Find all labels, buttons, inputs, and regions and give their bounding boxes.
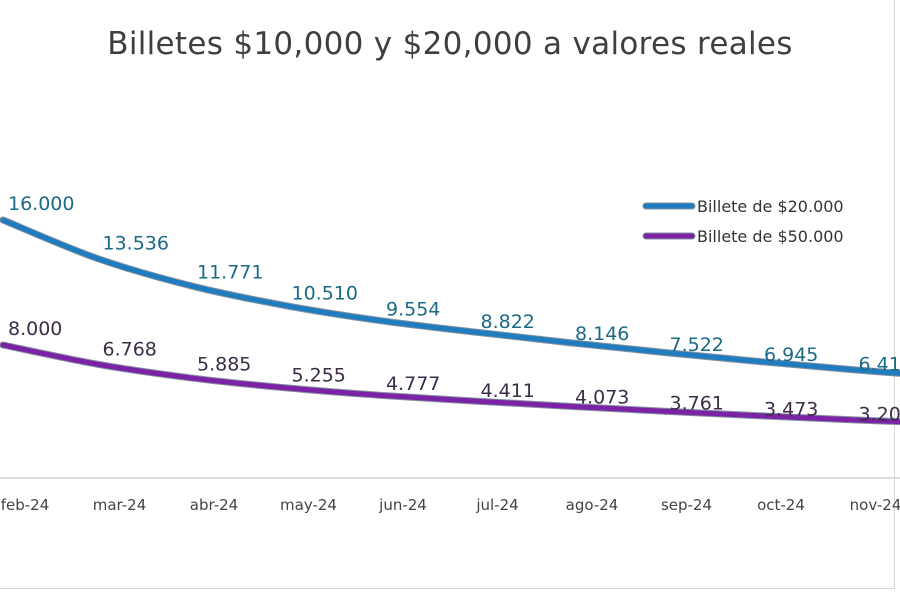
data-label: 3.473 [764, 398, 818, 420]
x-tick-label: may-24 [280, 496, 337, 514]
x-tick-label: ago-24 [566, 496, 619, 514]
x-tick-label: nov-24 [850, 496, 900, 514]
data-label: 5.255 [292, 364, 346, 386]
legend-label: Billete de $20.000 [697, 197, 844, 216]
data-label: 6.768 [103, 338, 157, 360]
data-label: 8.000 [8, 318, 62, 340]
data-label: 5.885 [197, 353, 251, 375]
chart-frame [0, 0, 895, 589]
data-label: 4.411 [481, 380, 535, 402]
x-tick-label: jun-24 [378, 496, 427, 514]
data-label: 11.771 [197, 261, 263, 283]
data-label: 8.146 [575, 323, 629, 345]
x-tick-label: abr-24 [190, 496, 238, 514]
data-label: 16.000 [8, 193, 74, 215]
x-tick-label: oct-24 [757, 496, 805, 514]
data-label: 10.510 [292, 282, 358, 304]
data-label: 9.554 [386, 299, 440, 321]
data-label: 4.073 [575, 387, 629, 409]
data-label: 6.413 [859, 354, 900, 376]
data-label: 6.945 [764, 344, 818, 366]
x-tick-label: feb-24 [1, 496, 50, 514]
data-label: 4.777 [386, 373, 440, 395]
x-tick-label: mar-24 [93, 496, 147, 514]
x-tick-label: sep-24 [661, 496, 712, 514]
data-label: 7.522 [670, 334, 724, 356]
data-label: 13.536 [103, 233, 169, 255]
data-label: 8.822 [481, 311, 535, 333]
data-label: 3.761 [670, 393, 724, 415]
data-label: 3.206 [859, 404, 900, 426]
x-tick-label: jul-24 [475, 496, 518, 514]
chart-title: Billetes $10,000 y $20,000 a valores rea… [107, 26, 793, 62]
legend-label: Billete de $50.000 [697, 227, 844, 246]
